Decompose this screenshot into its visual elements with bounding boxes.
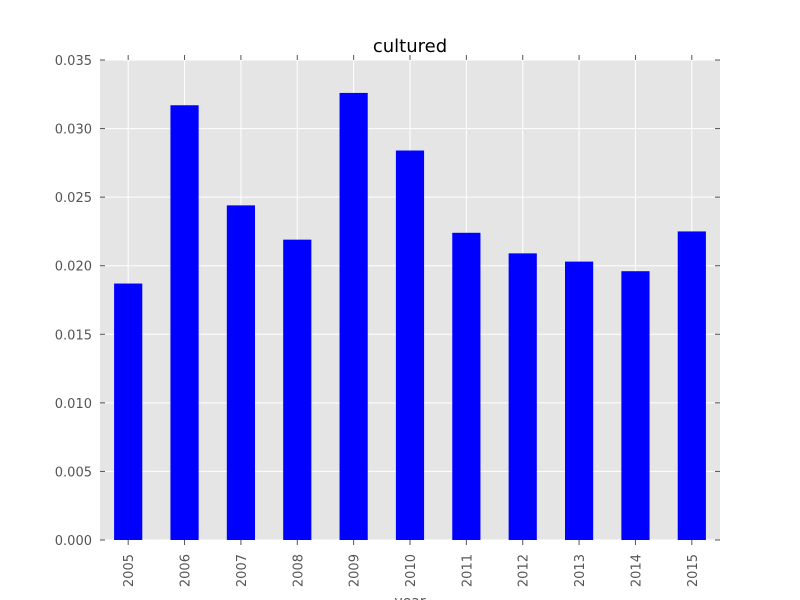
bar-2014: [621, 271, 650, 540]
y-tick-label: 0.020: [55, 260, 92, 275]
x-tick-label: 2013: [573, 554, 588, 587]
chart-title: cultured: [373, 36, 447, 57]
x-tick-label: 2007: [235, 554, 250, 587]
bar-2011: [452, 232, 481, 541]
x-axis-label: year: [394, 594, 425, 600]
bars: [114, 92, 706, 541]
x-tick-label: 2012: [517, 554, 532, 587]
y-tick-label: 0.015: [55, 328, 92, 343]
x-tick-label: 2009: [348, 554, 363, 587]
x-tick-label: 2006: [179, 554, 194, 587]
bar-2006: [170, 105, 199, 540]
y-tick-label: 0.000: [55, 534, 92, 549]
bar-2015: [677, 231, 706, 540]
y-tick-label: 0.010: [55, 397, 92, 412]
bar-2005: [114, 283, 143, 540]
x-tick-label: 2005: [122, 554, 137, 587]
bar-2012: [508, 253, 537, 540]
x-tick-label: 2010: [404, 554, 419, 587]
bar-2008: [283, 239, 312, 540]
y-tick-label: 0.005: [55, 465, 92, 480]
x-tick-label: 2008: [291, 554, 306, 587]
bar-2007: [226, 205, 255, 540]
bar-2009: [339, 92, 368, 541]
y-axis-ticks: 0.000 0.005 0.010 0.015 0.020 0.025 0.030 0.035: [55, 54, 720, 549]
x-tick-label: 2011: [460, 554, 475, 587]
y-tick-label: 0.030: [55, 123, 92, 138]
bar-2010: [395, 150, 425, 540]
x-tick-label: 2015: [686, 554, 701, 587]
bar-2013: [565, 261, 594, 540]
y-tick-label: 0.035: [55, 54, 92, 69]
x-axis-ticks: 2005 2006 2007 2008 2009 2010 2011 2012 2013 2014…: [122, 55, 701, 587]
x-tick-label: 2014: [629, 554, 644, 587]
y-tick-label: 0.025: [55, 191, 92, 206]
